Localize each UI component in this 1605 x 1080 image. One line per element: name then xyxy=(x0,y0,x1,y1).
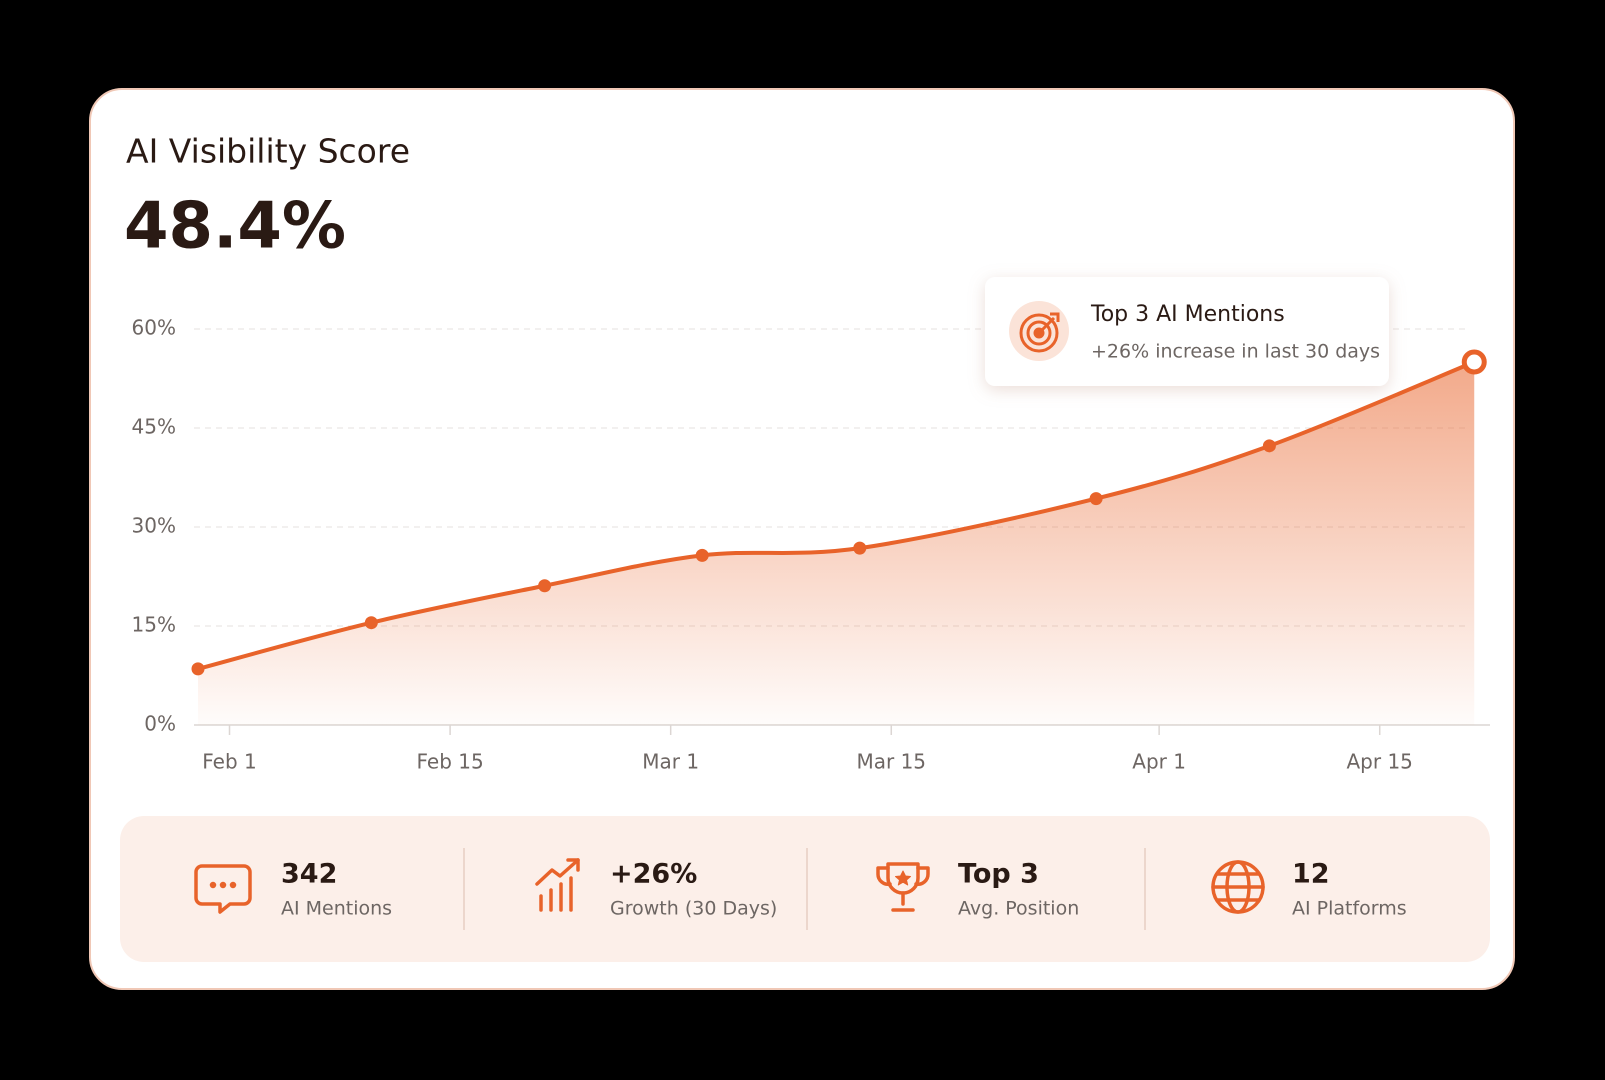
end-marker xyxy=(1461,349,1487,375)
line xyxy=(196,360,1477,671)
marker xyxy=(695,548,709,562)
growth-icon xyxy=(535,858,580,912)
stats-dividers xyxy=(463,848,1146,930)
annotation-text: +26% increase in last 30 days xyxy=(1091,341,1380,363)
stat-value: +26% xyxy=(610,859,697,890)
annotation: Top 3 AI Mentions +26% increase in last … xyxy=(985,277,1389,386)
marker xyxy=(1262,439,1276,453)
plot: 0% 15% 30% 45% 60% Feb 1 Feb 15 Mar 1 Mar 15 Apr … xyxy=(132,316,1490,774)
card-title: AI Visibility Score xyxy=(126,132,410,171)
stat-value: 342 xyxy=(281,859,337,890)
x-tick-label: Feb 15 xyxy=(416,750,483,774)
y-tick-label: 30% xyxy=(132,514,176,538)
stats: 342 AI Mentions +26% Growth (30 Days) Top 3 A… xyxy=(281,859,1407,920)
globe-icon xyxy=(1211,860,1265,914)
stat-value: Top 3 xyxy=(958,859,1039,890)
y-tick-label: 60% xyxy=(132,316,176,340)
target-icon xyxy=(1019,312,1060,353)
area xyxy=(198,362,1475,725)
marker xyxy=(538,579,552,593)
stat-value: 12 xyxy=(1292,859,1330,890)
marker xyxy=(853,541,867,555)
headline-value: 48.4% xyxy=(124,190,346,264)
x-tick-label: Apr 1 xyxy=(1132,750,1186,774)
x-tick-label: Mar 15 xyxy=(856,750,926,774)
annotation-box xyxy=(985,277,1389,386)
marker xyxy=(191,662,205,676)
annotation-title: Top 3 AI Mentions xyxy=(1090,302,1285,327)
x-tick-label: Feb 1 xyxy=(202,750,257,774)
marker xyxy=(364,616,378,630)
y-tick-label: 15% xyxy=(132,613,176,637)
stat-label: AI Platforms xyxy=(1292,898,1407,920)
x-tick-label: Mar 1 xyxy=(642,750,699,774)
y-tick-label: 0% xyxy=(144,712,176,736)
x-tick-label: Apr 15 xyxy=(1347,750,1413,774)
trophy-icon xyxy=(876,862,930,912)
stat-label: Growth (30 Days) xyxy=(610,898,777,920)
marker xyxy=(1089,492,1103,506)
stats-panel xyxy=(120,816,1490,962)
chat-icon xyxy=(194,864,252,914)
stat-label: AI Mentions xyxy=(281,898,392,920)
stat-label: Avg. Position xyxy=(958,898,1079,920)
y-tick-label: 45% xyxy=(132,415,176,439)
stat-icons xyxy=(194,858,1265,914)
